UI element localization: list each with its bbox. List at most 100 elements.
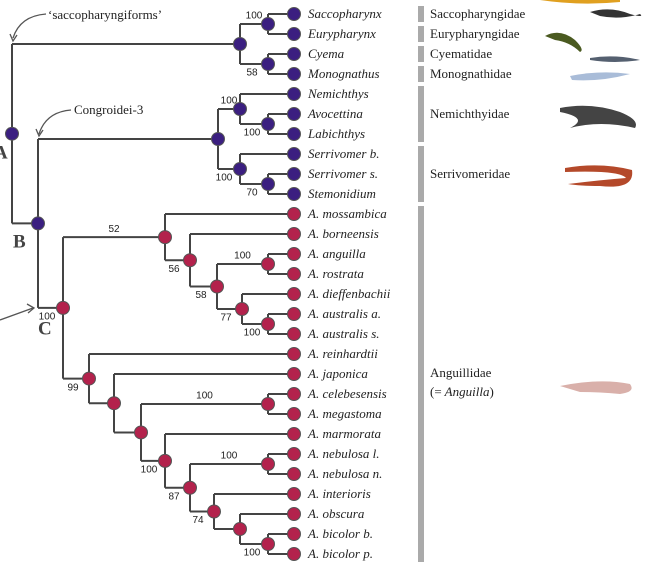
family-bar [418,46,424,62]
internal-node [261,537,275,551]
internal-node [233,102,247,116]
internal-node [107,396,121,411]
taxon-label: A. nebulosa l. [307,446,380,461]
support-value: 100 [221,96,238,107]
tip-node [287,507,301,521]
internal-node [233,522,247,536]
tip-node [287,347,301,361]
tip-node [287,27,301,41]
taxon-label: Serrivomer s. [308,166,378,181]
support-value: 70 [246,188,258,199]
tip-node [287,287,301,301]
internal-node [261,17,275,31]
support-value: 58 [195,290,207,301]
arrow-head [26,303,36,314]
taxon-label: A. japonica [307,366,368,381]
family-name: Serrivomeridae [430,166,510,181]
family-bar [418,146,424,202]
taxon-label: A. nebulosa n. [307,466,382,481]
taxon-label: A. marmorata [307,426,381,441]
family-note: (= Anguilla) [430,384,494,399]
arrow [12,13,47,39]
families: Saccopharyngidae Eurypharyngidae Cyematida… [418,6,526,562]
support-value: 74 [192,515,204,526]
taxon-label: Labichthys [307,126,365,141]
taxon-label: Serrivomer b. [308,146,380,161]
internal-node [211,132,225,146]
support-value: 52 [108,224,120,235]
arrow [0,307,34,321]
internal-node [261,457,275,471]
internal-node [158,453,172,468]
note-suffix: ) [489,384,493,399]
taxon-label: A. australis s. [307,326,380,341]
arrow-head [35,128,44,138]
tip-node [287,87,301,101]
taxon-label: A. celebesensis [307,386,387,401]
taxon-label: A. megastoma [307,406,382,421]
tip-node [287,327,301,341]
tip-node [287,467,301,481]
internal-node [56,300,70,315]
support-value: 56 [168,264,180,275]
taxon-label: A. reinhardtii [307,346,378,361]
internal-node [261,317,275,331]
clade-letter: C [38,318,52,339]
internal-node [261,257,275,271]
tip-node [287,447,301,461]
internal-node [183,480,197,495]
taxon-label: A. obscura [307,506,365,521]
tip-node [287,527,301,541]
taxon-label: A. interioris [307,486,371,501]
taxon-label: Cyema [308,46,345,61]
taxon-label: A. bicolor b. [307,526,373,541]
tip-node [287,7,301,21]
support-value: 100 [244,128,261,139]
tip-node [287,227,301,241]
internal-node [207,504,221,519]
tip-node [287,547,301,561]
internal-node [134,425,148,440]
nodes: Saccopharynx Eurypharynx 100 Cyema Monognath… [5,6,391,561]
internal-node [210,279,224,294]
support-value: 100 [196,391,213,402]
support-value: 100 [234,251,251,262]
arrow-head [9,33,18,43]
support-value: 87 [168,491,180,502]
tip-node [287,127,301,141]
tip-node [287,147,301,161]
tip-node [287,267,301,281]
taxon-label: Nemichthys [307,86,369,101]
taxon-label: A. dieffenbachii [307,286,391,301]
internal-node [261,117,275,131]
family-name: Eurypharyngidae [430,26,520,41]
internal-node [233,162,247,176]
family-name: Cyematidae [430,46,492,61]
taxon-label: Saccopharynx [308,6,382,21]
support-value: 100 [244,548,261,559]
internal-node [261,397,275,411]
support-value: 100 [221,451,238,462]
family-name: Nemichthyidae [430,106,510,121]
taxon-label: Monognathus [307,66,380,81]
support-value: 100 [246,11,263,22]
family-name: Anguillidae [430,365,492,380]
clade-letter: A [0,142,8,163]
support-value: 77 [220,313,232,324]
taxon-label: A. bicolor p. [307,546,373,561]
internal-node [31,216,45,231]
support-value: 58 [246,68,258,79]
internal-node [183,253,197,268]
internal-node [233,37,247,51]
tip-node [287,47,301,61]
family-bar [418,206,424,562]
internal-node [158,230,172,245]
support-value: 100 [39,312,56,323]
family-name: Saccopharyngidae [430,6,526,21]
taxon-label: Eurypharynx [307,26,376,41]
tip-node [287,67,301,81]
family-name: Monognathidae [430,66,512,81]
clade-annotation: Congroidei-3 [74,102,143,117]
internal-node [82,371,96,386]
